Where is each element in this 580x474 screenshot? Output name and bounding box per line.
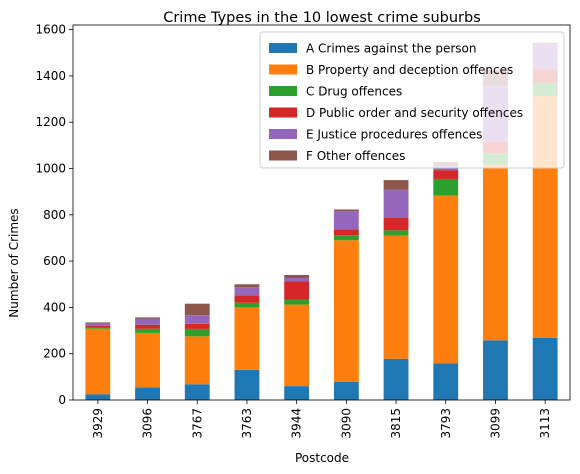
y-tick-label: 600 <box>43 254 66 268</box>
bar-segment-3763-e <box>234 287 260 296</box>
bar-segment-3767-a <box>184 384 210 400</box>
bar-segment-3763-b <box>234 307 260 370</box>
legend-label: F Other offences <box>306 149 405 163</box>
bar-segment-3096-b <box>135 332 160 388</box>
bar-segment-3793-b <box>433 195 459 364</box>
x-tick-label: 3944 <box>290 408 304 439</box>
bar-segment-3815-f <box>383 180 409 190</box>
bar-segment-3815-b <box>383 235 409 359</box>
x-tick-label: 3113 <box>538 408 552 439</box>
y-tick-label: 200 <box>43 347 66 361</box>
y-tick-label: 1200 <box>35 115 66 129</box>
bar-segment-3929-b <box>85 328 111 395</box>
y-tick-label: 1600 <box>35 23 66 37</box>
x-tick-label: 3096 <box>141 408 155 439</box>
bar-segment-3767-e <box>184 315 210 324</box>
legend-swatch <box>269 129 297 139</box>
bar-segment-3944-e <box>284 278 310 282</box>
y-tick-label: 800 <box>43 208 66 222</box>
bar-segment-3767-d <box>184 323 210 329</box>
bar-segment-3090-a <box>333 381 359 400</box>
bar-segment-3944-f <box>284 275 310 279</box>
bar-segment-3763-f <box>234 284 260 288</box>
legend-label: C Drug offences <box>306 85 402 99</box>
bar-segment-3763-a <box>234 369 260 400</box>
x-axis-label: Postcode <box>295 451 349 465</box>
bar-segment-3113-a <box>532 337 558 400</box>
chart-title: Crime Types in the 10 lowest crime subur… <box>163 10 481 26</box>
bar-segment-3767-f <box>184 303 210 316</box>
bar-segment-3099-b <box>483 164 508 341</box>
x-tick-label: 3815 <box>389 408 403 439</box>
bar-segment-3815-e <box>383 189 409 218</box>
bar-segment-3929-d <box>85 325 111 328</box>
bar-segment-3815-d <box>383 217 409 231</box>
bar-segment-3929-a <box>85 394 111 400</box>
legend-swatch <box>269 64 297 75</box>
bar-segment-3929-c <box>85 327 111 329</box>
bar-segment-3767-c <box>184 328 210 337</box>
bar-segment-3929-e <box>85 323 111 326</box>
legend-label: D Public order and security offences <box>306 106 523 120</box>
bar-segment-3944-c <box>284 299 310 305</box>
legend-swatch <box>269 107 297 118</box>
bar-segment-3944-a <box>284 386 310 400</box>
bar-segment-3815-c <box>383 230 409 236</box>
legend-label: E Justice procedures offences <box>306 128 482 142</box>
bar-segment-3090-e <box>333 211 359 230</box>
bar-segment-3793-c <box>433 178 459 196</box>
bar-segment-3944-b <box>284 304 310 387</box>
y-tick-label: 1000 <box>35 162 66 176</box>
bar-segment-3944-d <box>284 281 310 300</box>
x-tick-label: 3767 <box>190 408 204 439</box>
plot-frame <box>72 24 571 401</box>
bar-segment-3090-d <box>333 229 359 236</box>
bar-segment-3096-f <box>135 317 160 319</box>
x-tick-label: 3763 <box>240 408 254 439</box>
legend: A Crimes against the person B Property an… <box>259 31 565 169</box>
legend-box <box>259 31 565 169</box>
x-tick-label: 3090 <box>339 408 353 439</box>
bar-segment-3090-f <box>333 209 359 212</box>
x-tick-label: 3099 <box>488 408 502 439</box>
bar-segment-3763-c <box>234 302 260 308</box>
bar-segment-3767-b <box>184 336 210 385</box>
bar-segment-3099-a <box>483 340 508 400</box>
bar-segment-3096-e <box>135 318 160 325</box>
legend-label: B Property and deception offences <box>306 63 513 77</box>
bar-segment-3793-a <box>433 363 459 400</box>
bar-segment-3090-b <box>333 240 359 382</box>
bar-segment-3815-a <box>383 358 409 400</box>
legend-swatch <box>269 86 297 96</box>
legend-label: A Crimes against the person <box>306 42 476 56</box>
y-axis-label: Number of Crimes <box>7 208 21 317</box>
bars-layer <box>85 42 558 400</box>
legend-swatch <box>269 43 297 53</box>
y-tick-label: 1400 <box>35 69 66 83</box>
bar-segment-3929-f <box>85 322 111 324</box>
bar-segment-3793-d <box>433 170 459 179</box>
y-tick-label: 0 <box>58 393 66 407</box>
bar-segment-3096-d <box>135 324 160 329</box>
legend-swatch <box>269 150 297 161</box>
x-axis: 3929 3096 3767 3763 3944 3090 3815 3793 3099 3113 <box>91 400 552 439</box>
x-tick-label: 3929 <box>91 408 105 439</box>
bar-segment-3090-c <box>333 235 359 241</box>
bar-segment-3763-d <box>234 295 260 303</box>
bar-segment-3096-c <box>135 328 160 333</box>
y-tick-label: 400 <box>43 300 66 314</box>
bar-segment-3096-a <box>135 387 160 400</box>
x-tick-label: 3793 <box>439 408 453 439</box>
y-axis: 0 200 400 600 800 1000 1200 1400 1600 <box>35 23 73 407</box>
